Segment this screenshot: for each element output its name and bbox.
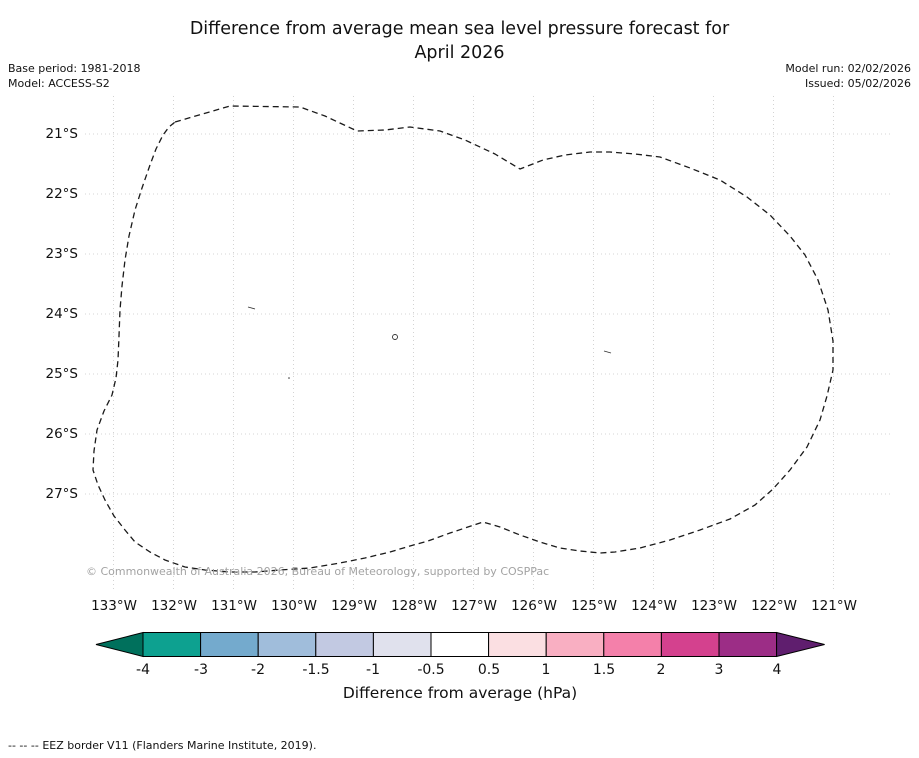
lat-tick-label: 22°S	[45, 186, 79, 202]
colorbar-segment	[257, 632, 317, 657]
colorbar-segment	[315, 632, 374, 657]
colorbar-label: Difference from average (hPa)	[342, 684, 578, 702]
contour-fragments	[247, 306, 612, 379]
colorbar-tick-label: 1	[541, 662, 551, 678]
meta-right: Model run: 02/02/2026 Issued: 05/02/2026	[785, 61, 911, 91]
lat-tick-label: 26°S	[45, 426, 79, 442]
lon-tick-label: 121°W	[811, 598, 857, 614]
lon-tick-label: 125°W	[571, 598, 617, 614]
lon-tick-label: 132°W	[151, 598, 197, 614]
copyright-watermark: © Commonwealth of Australia 2026, Bureau…	[86, 565, 550, 578]
colorbar-tick-label: 1.5	[592, 662, 616, 678]
lon-tick-label: 133°W	[91, 598, 137, 614]
lon-tick-label: 124°W	[631, 598, 677, 614]
eez-legend-marker: -- -- --	[8, 739, 39, 752]
lat-tick-label: 27°S	[45, 486, 79, 502]
eez-legend-label: EEZ border V11 (Flanders Marine Institut…	[42, 739, 317, 752]
gridlines	[85, 96, 891, 591]
colorbar-segment	[372, 632, 432, 657]
colorbar-segment	[142, 632, 202, 657]
lat-tick-label: 24°S	[45, 306, 79, 322]
colorbar-tick-label: -2	[251, 662, 265, 678]
colorbar-svg	[95, 631, 825, 658]
colorbar-segment	[545, 632, 605, 657]
lon-tick-label: 129°W	[331, 598, 377, 614]
colorbar-tick-label: -0.5	[417, 662, 445, 678]
colorbar-tick-label: -4	[136, 662, 150, 678]
colorbar-tick-label: -3	[194, 662, 208, 678]
colorbar-segment	[603, 632, 662, 657]
colorbar-segment	[488, 632, 547, 657]
chart-title-line2: April 2026	[414, 43, 505, 63]
colorbar-segment	[660, 632, 720, 657]
colorbar-tick-label: 3	[714, 662, 724, 678]
lon-tick-label: 128°W	[391, 598, 437, 614]
lat-tick-label: 23°S	[45, 246, 79, 262]
chart-title: Difference from average mean sea level p…	[0, 17, 919, 65]
colorbar-left-arrow	[95, 631, 144, 658]
lon-tick-label: 131°W	[211, 598, 257, 614]
base-period-text: Base period: 1981-2018	[8, 62, 141, 75]
colorbar-right-arrow	[776, 631, 825, 658]
model-run-text: Model run: 02/02/2026	[785, 62, 911, 75]
colorbar-tick-label: 4	[772, 662, 782, 678]
lon-tick-label: 130°W	[271, 598, 317, 614]
colorbar-tick-label: 2	[656, 662, 666, 678]
eez-legend: -- -- -- EEZ border V11 (Flanders Marine…	[8, 739, 316, 752]
eez-border-path	[92, 105, 834, 573]
colorbar-tick-label: 0.5	[477, 662, 501, 678]
colorbar-segment	[718, 632, 778, 657]
map-plot	[85, 96, 891, 591]
colorbar-segment	[200, 632, 259, 657]
lat-tick-label: 25°S	[45, 366, 79, 382]
colorbar-tick-label: -1.5	[302, 662, 330, 678]
colorbar-tick-label: -1	[366, 662, 380, 678]
lon-tick-label: 127°W	[451, 598, 497, 614]
issued-text: Issued: 05/02/2026	[804, 77, 911, 90]
model-text: Model: ACCESS-S2	[8, 77, 110, 90]
chart-title-line1: Difference from average mean sea level p…	[189, 19, 730, 39]
lon-tick-label: 126°W	[511, 598, 557, 614]
colorbar-segment	[430, 632, 490, 657]
lon-tick-label: 123°W	[691, 598, 737, 614]
lat-tick-label: 21°S	[45, 126, 79, 142]
lon-tick-label: 122°W	[751, 598, 797, 614]
meta-left: Base period: 1981-2018 Model: ACCESS-S2	[8, 61, 140, 91]
